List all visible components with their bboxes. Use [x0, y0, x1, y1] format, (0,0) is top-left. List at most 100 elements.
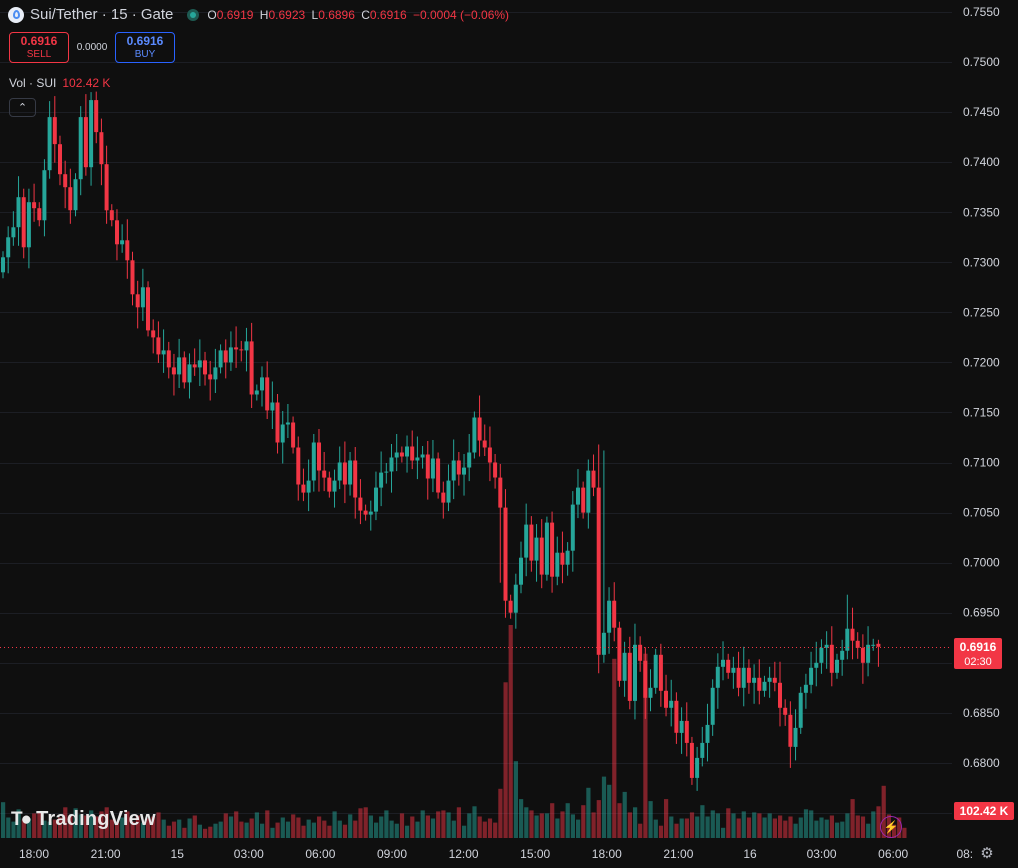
- volume-bar: [653, 819, 658, 838]
- candle-body: [544, 522, 549, 575]
- candle: [607, 587, 612, 654]
- volume-bar: [482, 821, 487, 838]
- volume-bar: [249, 818, 254, 838]
- close-value: 0.6916: [369, 7, 407, 22]
- candle: [32, 183, 37, 222]
- candle-body: [482, 440, 487, 448]
- gear-icon[interactable]: ⚙: [980, 845, 994, 862]
- volume-bar: [529, 810, 534, 838]
- candle-body: [643, 660, 648, 698]
- candle: [425, 441, 430, 500]
- change-value: −0.0004 (−0.06%): [412, 7, 510, 22]
- candle: [814, 641, 819, 687]
- low-value: 0.6896: [318, 7, 355, 22]
- candle: [498, 464, 503, 583]
- candle-body: [814, 662, 819, 668]
- buy-button[interactable]: 0.6916 BUY: [115, 32, 175, 63]
- volume-bar: [845, 813, 850, 838]
- candle: [203, 351, 207, 386]
- lightning-icon[interactable]: ⚡: [880, 816, 902, 838]
- candle: [648, 669, 653, 712]
- collapse-legend-button[interactable]: ⌃: [9, 98, 36, 117]
- candle: [99, 118, 104, 186]
- volume-bar: [280, 817, 285, 838]
- candle: [710, 679, 715, 736]
- high-value: 0.6923: [268, 7, 306, 22]
- volume-bar: [793, 823, 798, 838]
- candle-body: [161, 350, 166, 355]
- volume-bar: [332, 811, 337, 838]
- volume-bar: [26, 818, 32, 838]
- candle-body: [203, 360, 207, 375]
- sell-button[interactable]: 0.6916 SELL: [9, 32, 69, 63]
- candle-body: [285, 422, 290, 425]
- volume-bar: [752, 812, 757, 838]
- candle-body: [596, 487, 601, 655]
- candle: [700, 726, 705, 767]
- candle-body: [151, 330, 156, 338]
- time-axis: 18:00 21:00 15 03:00 06:00 09:00 12:00 15:00 18:…: [0, 844, 973, 868]
- volume-bar: [275, 822, 280, 838]
- candle-body: [539, 537, 544, 575]
- time-tick-label: 06:00: [305, 847, 335, 861]
- candle: [368, 500, 373, 531]
- time-tick-label: 18:00: [19, 847, 49, 861]
- candle: [513, 573, 518, 629]
- price-tick-label: 0.6950: [963, 606, 1000, 620]
- volume-bar: [819, 817, 824, 838]
- symbol-legend: Sui/Tether · 15 · Gate O0.6919 H0.6923 L…: [8, 6, 512, 23]
- candle: [555, 536, 560, 586]
- candle: [539, 519, 544, 589]
- volume-bar: [379, 816, 384, 838]
- candle: [353, 447, 358, 519]
- candle-body: [581, 487, 586, 513]
- time-tick-label: 15:00: [520, 847, 550, 861]
- low-label: L: [311, 7, 319, 22]
- candle-body: [513, 584, 518, 613]
- chart-title[interactable]: Sui/Tether · 15 · Gate: [30, 6, 174, 23]
- candle-body: [47, 117, 52, 171]
- candle: [462, 454, 466, 496]
- volume-legend[interactable]: Vol · SUI 102.42 K: [9, 76, 110, 90]
- candle-body: [835, 659, 839, 673]
- candle: [560, 531, 565, 584]
- volume-bar: [731, 813, 736, 838]
- candle: [633, 623, 637, 720]
- candle: [570, 491, 575, 572]
- candle-body: [265, 377, 270, 411]
- volume-bar: [607, 784, 612, 839]
- last-price-tag: [954, 638, 1002, 669]
- candle-body: [487, 447, 492, 463]
- volume-bar: [674, 823, 679, 838]
- candle-body: [89, 100, 94, 168]
- candle-body: [63, 174, 68, 188]
- candle-body: [254, 390, 259, 395]
- candle: [244, 327, 249, 372]
- ohlc-values: O0.6919 H0.6923 L0.6896 C0.6916 −0.0004 …: [207, 8, 512, 22]
- volume-bar: [192, 815, 197, 838]
- time-tick-label: 18:00: [592, 847, 622, 861]
- candle-body: [798, 692, 803, 728]
- candle: [524, 503, 529, 577]
- volume-bar: [570, 814, 575, 838]
- candle-body: [234, 347, 239, 350]
- volume-bar: [498, 788, 503, 838]
- candle-body: [689, 742, 694, 778]
- candle: [83, 94, 88, 176]
- volume-bar: [715, 813, 720, 838]
- candle: [829, 626, 834, 687]
- market-status-icon[interactable]: [187, 8, 200, 21]
- candle-body: [503, 507, 508, 601]
- candle-body: [244, 341, 249, 351]
- volume-bar: [695, 816, 700, 838]
- candle: [793, 709, 798, 761]
- volume-bars: [1, 625, 907, 839]
- volume-bar: [270, 827, 275, 838]
- candle-body: [182, 357, 187, 383]
- candle-body: [177, 357, 182, 375]
- candle: [322, 452, 327, 492]
- tradingview-logo[interactable]: T● TradingView: [11, 808, 156, 831]
- candle: [156, 321, 161, 363]
- candle: [767, 666, 772, 698]
